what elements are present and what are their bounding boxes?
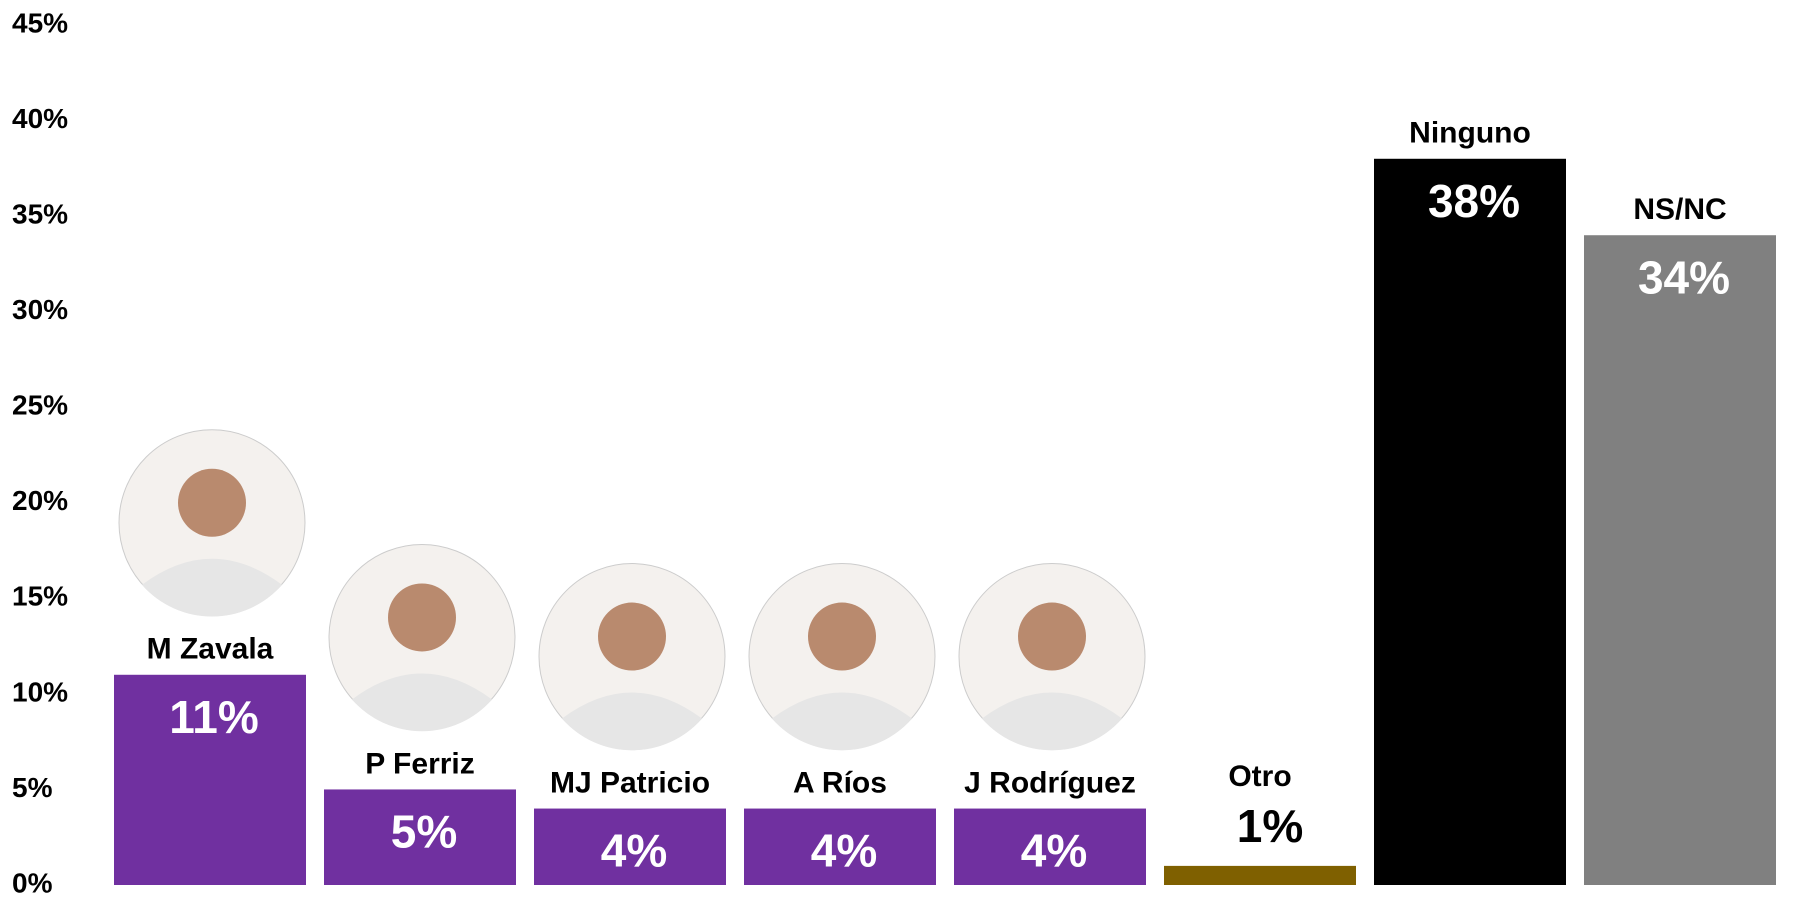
photo-head bbox=[598, 602, 666, 671]
photo-head bbox=[1018, 602, 1086, 671]
y-tick-label: 15% bbox=[12, 581, 68, 612]
bar bbox=[744, 808, 936, 885]
candidate-photo bbox=[958, 563, 1146, 751]
y-tick-label: 40% bbox=[12, 103, 68, 134]
y-tick-label: 30% bbox=[12, 294, 68, 325]
bar bbox=[1584, 235, 1776, 885]
category-label: P Ferriz bbox=[365, 747, 475, 780]
value-label: 4% bbox=[601, 825, 667, 877]
photo-body bbox=[982, 692, 1122, 751]
photo-body bbox=[352, 673, 492, 732]
photo-head bbox=[178, 468, 246, 537]
bar bbox=[1374, 158, 1566, 885]
y-tick-label: 5% bbox=[12, 772, 53, 803]
bar bbox=[114, 674, 306, 885]
candidate-photo bbox=[748, 563, 936, 751]
value-label: 5% bbox=[391, 806, 457, 858]
category-label: A Ríos bbox=[793, 766, 887, 799]
candidate-photo bbox=[538, 563, 726, 751]
category-label: Otro bbox=[1228, 760, 1291, 793]
photo-head bbox=[388, 583, 456, 652]
y-tick-label: 35% bbox=[12, 199, 68, 230]
photo-body bbox=[142, 558, 282, 617]
value-label: 4% bbox=[1021, 825, 1087, 877]
value-label: 4% bbox=[811, 825, 877, 877]
photo-body bbox=[772, 692, 912, 751]
value-label: 34% bbox=[1638, 251, 1730, 303]
y-tick-label: 10% bbox=[12, 676, 68, 707]
category-label: J Rodríguez bbox=[964, 766, 1136, 799]
category-label: Ninguno bbox=[1409, 117, 1531, 150]
candidate-photo bbox=[118, 429, 306, 617]
y-tick-label: 25% bbox=[12, 390, 68, 421]
category-label: NS/NC bbox=[1633, 193, 1726, 226]
bar bbox=[954, 808, 1146, 885]
category-label: MJ Patricio bbox=[550, 766, 710, 799]
value-label: 11% bbox=[169, 691, 259, 743]
photo-head bbox=[808, 602, 876, 671]
bar bbox=[534, 808, 726, 885]
y-tick-label: 0% bbox=[12, 867, 53, 898]
y-tick-label: 20% bbox=[12, 485, 68, 516]
bar bbox=[324, 789, 516, 885]
candidate-photo bbox=[328, 543, 516, 732]
y-tick-label: 45% bbox=[12, 7, 68, 38]
value-label: 1% bbox=[1237, 800, 1303, 852]
bar bbox=[1164, 865, 1356, 885]
value-label: 38% bbox=[1428, 175, 1520, 227]
photo-body bbox=[562, 692, 702, 751]
category-label: M Zavala bbox=[147, 633, 274, 666]
